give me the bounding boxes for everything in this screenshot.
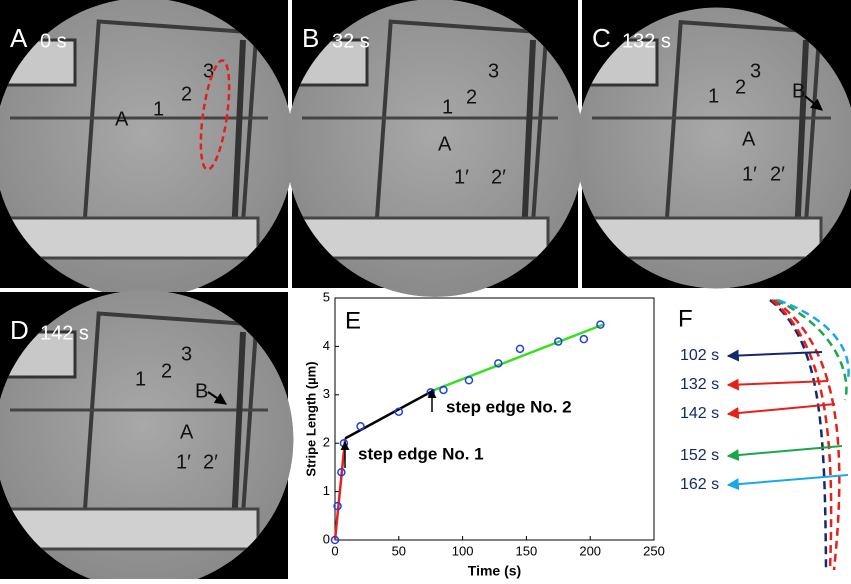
annotation: step edge No. 2 [446,397,572,416]
annotation: 1′ [742,163,757,185]
annotation: 2 [466,86,477,108]
annotation: A [115,108,129,130]
panel-label: D [10,315,29,345]
block [592,218,821,258]
y-tick-label: 4 [323,338,330,353]
time-label: 162 s [680,476,719,493]
annotation: 1 [442,96,453,118]
annotation: 1 [153,98,164,120]
figure: A0 sA123B32 s321A1′2′C132 s123BA1′2′D142… [0,0,851,579]
micrograph [576,8,851,289]
panel-label: F [678,305,693,332]
y-axis-label: Stripe Length (µm) [303,361,318,476]
y-tick-label: 1 [323,483,330,498]
x-tick-label: 150 [516,543,538,558]
annotation: 2 [181,83,192,105]
annotation: 3 [203,60,214,82]
x-tick-label: 100 [452,543,474,558]
block [10,509,258,549]
time-label: 132 s [680,376,719,393]
annotation: 2′ [203,451,218,473]
panel-label: C [592,23,611,53]
annotation: B [195,380,208,402]
panel-time: 32 s [332,30,370,52]
panel-time: 132 s [622,30,671,52]
annotation: A [742,128,756,150]
x-tick-label: 50 [392,543,406,558]
panel-time: 142 s [40,322,89,344]
annotation: 3 [181,343,192,365]
time-label: 102 s [680,347,719,364]
panel-label: E [345,307,361,334]
y-tick-label: 3 [323,386,330,401]
annotation: 1 [708,85,719,107]
y-tick-label: 0 [323,531,330,546]
annotation: A [438,133,452,155]
y-tick-label: 5 [323,289,330,304]
y-tick-label: 2 [323,435,330,450]
panel-time: 0 s [40,30,67,52]
annotation: 1′ [176,451,191,473]
annotation: B [792,80,805,102]
annotation: A [180,421,194,443]
time-label: 152 s [680,447,719,464]
panel-label: B [302,23,319,53]
x-axis-label: Time (s) [468,563,521,579]
annotation: 1′ [454,166,469,188]
annotation: 2 [161,360,172,382]
x-tick-label: 0 [331,543,338,558]
annotation: step edge No. 1 [358,444,484,463]
micrograph [286,0,584,297]
annotation: 3 [488,60,499,82]
x-tick-label: 250 [643,543,665,558]
annotation: 2 [735,76,746,98]
time-label: 142 s [680,405,719,422]
annotation: 2′ [770,163,785,185]
block [302,218,548,258]
annotation: 2′ [491,166,506,188]
x-tick-label: 200 [579,543,601,558]
block [10,218,258,258]
annotation: 1 [135,368,146,390]
panel-label: A [10,23,28,53]
annotation: 3 [750,60,761,82]
